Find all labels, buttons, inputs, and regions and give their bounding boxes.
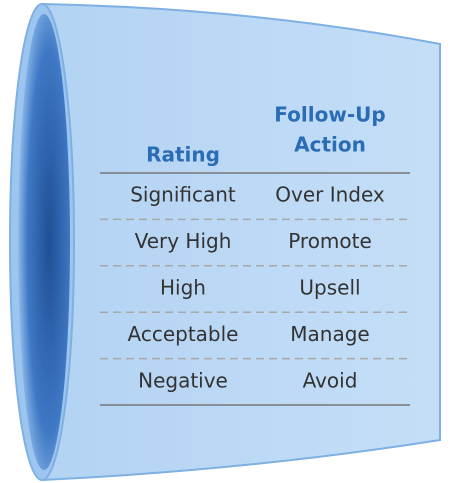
header-rating: Rating	[146, 143, 220, 167]
cell: Acceptable	[128, 322, 239, 346]
cell: Over Index	[275, 183, 385, 207]
cell: Significant	[130, 183, 236, 207]
cell: Manage	[290, 322, 369, 346]
cell: Upsell	[299, 276, 360, 300]
cell: Promote	[288, 229, 372, 253]
funnel-body	[41, 2, 441, 482]
cell: High	[160, 276, 206, 300]
cell: Avoid	[303, 368, 358, 392]
header-action-line: Follow-Up	[274, 103, 385, 127]
header-action-line: Action	[294, 133, 366, 157]
table: Rating Follow-Up Action Significant Over …	[100, 103, 410, 406]
cell: Negative	[138, 368, 228, 392]
funnel-mouth	[18, 14, 70, 470]
cell: Very High	[135, 229, 232, 253]
